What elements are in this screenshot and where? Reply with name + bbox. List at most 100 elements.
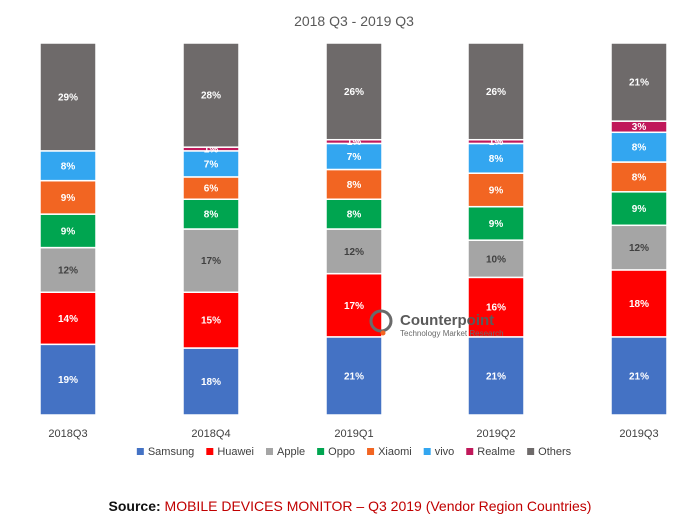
data-label-xiaomi-2019q1: 8% [347,180,362,191]
data-label-apple-2019q2: 10% [486,254,506,265]
legend: Samsung Huawei Apple Oppo Xiaomi vivo Realme Ot… [136,446,572,458]
bar-segment-huawei-2019q3 [610,269,668,338]
legend-label-xiaomi: Xiaomi [378,446,412,458]
data-label-realme-2019q3: 3% [632,122,647,133]
bar-segment-oppo-2019q1 [325,198,383,230]
bar-segment-vivo-2019q1 [325,142,383,171]
data-label-samsung-2019q3: 21% [629,371,649,382]
data-label-apple-2019q3: 12% [629,243,649,254]
source-label: Source: [108,498,161,514]
bar-segment-samsung-2018q3 [39,343,97,416]
bar-segment-huawei-2018q3 [39,291,97,346]
watermark-logo-icon [369,309,393,333]
bar-segment-samsung-2018q4 [182,347,240,416]
bar-segment-others-2019q2 [467,42,525,141]
data-label-oppo-2019q3: 9% [632,204,647,215]
data-label-vivo-2018q3: 8% [61,161,76,172]
data-label-xiaomi-2018q3: 9% [61,193,76,204]
bar-segment-apple-2019q2 [467,239,525,279]
bar-segment-huawei-2018q4 [182,291,240,349]
legend-swatch-oppo [317,448,325,455]
bar-segment-apple-2019q1 [325,228,383,275]
data-label-apple-2019q1: 12% [344,247,364,258]
data-label-samsung-2019q1: 21% [344,371,364,382]
legend-swatch-xiaomi [367,448,375,455]
bars-group: 19% 14% 12% 9% 9% 8% 29% 18% 15% 17% 8% 6% 7% 1% 28% 21… [39,42,668,416]
data-label-oppo-2019q1: 8% [347,210,362,221]
legend-label-samsung: Samsung [148,446,194,458]
legend-label-huawei: Huawei [217,446,254,458]
data-label-vivo-2018q4: 7% [204,159,219,170]
bar-segment-xiaomi-2019q3 [610,161,668,193]
data-label-others-2018q3: 29% [58,92,78,103]
data-label-oppo-2019q2: 9% [489,219,504,230]
data-label-realme-2019q1: 1% [347,137,362,148]
bar-segment-others-2018q3 [39,42,97,152]
data-label-oppo-2018q4: 8% [204,210,219,221]
data-label-vivo-2019q3: 8% [632,143,647,154]
x-tick-label-2018q3: 2018Q3 [48,428,87,440]
legend-label-vivo: vivo [435,446,455,458]
data-label-samsung-2018q3: 19% [58,375,78,386]
legend-swatch-huawei [206,448,214,455]
data-label-others-2019q3: 21% [629,78,649,89]
data-label-vivo-2019q1: 7% [347,152,362,163]
data-label-realme-2019q2: 1% [489,137,504,148]
x-tick-label-2019q2: 2019Q2 [476,428,515,440]
legend-swatch-others [527,448,535,455]
bar-segment-samsung-2019q1 [325,336,383,416]
chart-title: 2018 Q3 - 2019 Q3 [294,13,414,29]
data-label-apple-2018q4: 17% [201,256,221,267]
data-label-samsung-2018q4: 18% [201,377,221,388]
watermark-brand: Counterpoint [400,312,494,329]
bar-segment-samsung-2019q2 [467,336,525,416]
legend-swatch-vivo [423,448,431,455]
bar-segment-apple-2018q4 [182,228,240,293]
legend-label-others: Others [538,446,572,458]
data-label-xiaomi-2019q2: 9% [489,185,504,196]
bar-segment-others-2018q4 [182,42,240,148]
data-label-oppo-2018q3: 9% [61,226,76,237]
legend-swatch-apple [266,448,273,455]
data-label-others-2018q4: 28% [201,91,221,102]
bar-segment-oppo-2018q3 [39,213,97,249]
x-tick-label-2019q3: 2019Q3 [619,428,658,440]
legend-label-realme: Realme [477,446,515,458]
data-label-others-2019q2: 26% [486,87,506,98]
data-label-huawei-2019q3: 18% [629,299,649,310]
data-label-vivo-2019q2: 8% [489,154,504,165]
bar-segment-apple-2019q3 [610,224,668,271]
data-label-samsung-2019q2: 21% [486,371,506,382]
data-label-huawei-2018q4: 15% [201,316,221,327]
bar-segment-vivo-2018q3 [39,150,97,182]
data-label-others-2019q1: 26% [344,87,364,98]
legend-label-oppo: Oppo [328,446,355,458]
bar-segment-samsung-2019q3 [610,336,668,416]
bar-segment-huawei-2019q2 [467,276,525,338]
bar-segment-oppo-2018q4 [182,198,240,230]
bar-segment-others-2019q1 [325,42,383,141]
watermark-tagline: Technology Market Research [400,329,504,338]
source-line: Source: MOBILE DEVICES MONITOR – Q3 2019… [0,498,700,514]
x-tick-label-2018q4: 2018Q4 [191,428,230,440]
bar-segment-vivo-2019q3 [610,131,668,163]
x-axis-ticks: 2018Q3 2018Q4 2019Q1 2019Q2 2019Q3 [48,428,658,440]
watermark-logo-dot-icon [380,330,386,336]
counterpoint-watermark: Counterpoint Technology Market Research [369,309,504,338]
legend-swatch-realme [466,448,474,455]
bar-segment-others-2019q3 [610,42,668,122]
data-label-xiaomi-2018q4: 6% [204,184,219,195]
bar-segment-vivo-2018q4 [182,150,240,178]
x-tick-label-2019q1: 2019Q1 [334,428,373,440]
legend-swatch-samsung [136,448,144,455]
data-label-realme-2018q4: 1% [204,145,219,156]
data-label-huawei-2019q1: 17% [344,301,364,312]
data-label-xiaomi-2019q3: 8% [632,172,647,183]
bar-segment-xiaomi-2019q2 [467,172,525,208]
legend-label-apple: Apple [277,446,305,458]
data-label-huawei-2019q2: 16% [486,303,506,314]
bar-segment-xiaomi-2019q1 [325,168,383,200]
data-label-apple-2018q3: 12% [58,265,78,276]
source-text: MOBILE DEVICES MONITOR – Q3 2019 (Vendor… [164,498,592,514]
